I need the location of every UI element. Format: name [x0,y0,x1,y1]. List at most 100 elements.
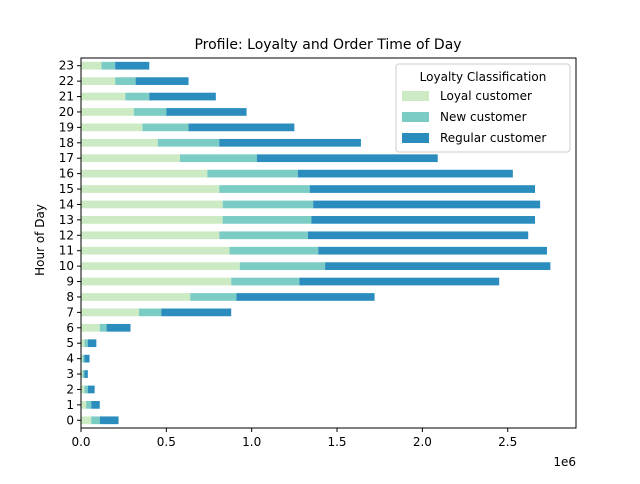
bar-hour-16-series-0 [81,169,208,178]
bar-hour-23-series-2 [115,61,150,70]
bar-hour-21-series-2 [149,92,216,101]
bar-hour-0-series-1 [91,416,100,425]
bar-hour-17-series-1 [180,154,257,163]
y-tick-label: 0 [66,413,74,427]
bar-hour-22-series-1 [115,77,136,85]
bar-hour-12-series-1 [219,231,309,240]
bar-hour-3-series-2 [84,370,88,378]
y-tick-label: 9 [66,275,74,289]
bar-hour-6-series-0 [81,323,100,332]
bar-hour-4-series-0 [81,354,83,363]
bar-hour-10-series-2 [325,262,551,270]
bar-hour-4-series-1 [82,354,85,363]
x-tick-label: 0.5 [157,435,176,449]
x-axis-offset-label: 1e6 [553,455,576,469]
bar-hour-13-series-1 [222,216,312,224]
bar-hour-5-series-2 [87,339,97,348]
bar-hour-10-series-1 [239,262,326,270]
y-tick-label: 17 [59,151,74,165]
bar-hour-2-series-1 [84,385,88,394]
y-tick-label: 13 [59,213,74,227]
bar-hour-7-series-2 [161,308,232,317]
bar-hour-12-series-0 [81,231,220,240]
bar-hour-19-series-0 [81,123,143,132]
bar-hour-14-series-1 [222,200,314,209]
bar-hour-18-series-2 [219,138,361,147]
bar-hour-21-series-1 [125,92,150,101]
y-tick-label: 8 [66,290,74,304]
bar-hour-15-series-0 [81,185,220,193]
y-tick-label: 11 [59,244,74,258]
bar-hour-0-series-2 [99,416,119,425]
bar-hour-17-series-2 [256,154,438,163]
bar-hour-2-series-0 [81,385,85,394]
y-tick-label: 22 [59,74,74,88]
bars-layer [81,61,551,425]
bar-hour-3-series-0 [81,370,83,378]
bar-hour-16-series-2 [297,169,513,178]
legend-swatch [402,112,429,122]
y-tick-label: 21 [59,90,74,104]
bar-hour-18-series-1 [157,138,220,147]
bar-hour-11-series-0 [81,246,230,255]
bar-hour-0-series-0 [81,416,92,425]
y-tick-label: 10 [59,259,74,273]
y-tick-label: 7 [66,305,74,319]
bar-hour-17-series-0 [81,154,180,163]
y-tick-label: 20 [59,105,74,119]
bar-hour-3-series-1 [82,370,85,378]
legend: Loyalty Classification Loyal customer New… [395,63,571,153]
bar-hour-11-series-2 [318,246,547,255]
bar-hour-2-series-2 [87,385,95,394]
bar-hour-7-series-1 [139,308,162,317]
y-tick-label: 14 [59,197,74,211]
x-tick-label: 1.0 [242,435,261,449]
bar-hour-15-series-1 [219,185,310,193]
y-tick-label: 12 [59,228,74,242]
y-tick-label: 23 [59,59,74,73]
bar-hour-6-series-1 [99,323,107,332]
bar-hour-19-series-2 [188,123,295,132]
bar-hour-5-series-1 [84,339,88,348]
bar-hour-1-series-2 [91,401,100,409]
bar-hour-14-series-2 [313,200,541,209]
bar-hour-20-series-0 [81,108,134,116]
bar-hour-8-series-2 [236,293,375,301]
legend-swatch [402,91,429,101]
x-tick-label: 0.0 [71,435,90,449]
legend-box [395,63,571,153]
bar-hour-16-series-1 [207,169,298,178]
legend-entry-label: Loyal customer [440,89,532,103]
bar-hour-18-series-0 [81,138,158,147]
bar-hour-14-series-0 [81,200,223,209]
bar-hour-15-series-2 [309,185,536,193]
y-tick-label: 18 [59,136,74,150]
y-tick-label: 1 [66,398,74,412]
legend-entry-label: Regular customer [440,131,546,145]
y-tick-label: 6 [66,321,74,335]
bar-hour-23-series-1 [101,61,116,70]
y-tick-label: 4 [66,352,74,366]
bar-hour-10-series-0 [81,262,240,270]
bar-hour-22-series-2 [135,77,189,85]
bar-hour-9-series-1 [231,277,300,286]
bar-hour-13-series-2 [311,216,536,224]
x-tick-label: 1.5 [327,435,346,449]
bar-hour-20-series-2 [166,108,247,116]
y-tick-label: 2 [66,382,74,396]
chart-title: Profile: Loyalty and Order Time of Day [194,37,461,53]
bar-hour-7-series-0 [81,308,140,317]
y-tick-label: 3 [66,367,74,381]
bar-hour-9-series-2 [299,277,500,286]
y-tick-label: 16 [59,167,74,181]
plot-frame [80,57,577,429]
bar-hour-23-series-0 [81,61,102,70]
legend-swatch [402,133,429,143]
bar-hour-8-series-1 [190,293,237,301]
bar-hour-13-series-0 [81,216,223,224]
bar-hour-20-series-1 [133,108,167,116]
bar-hour-1-series-0 [81,401,87,409]
legend-entry-label: New customer [440,110,527,124]
